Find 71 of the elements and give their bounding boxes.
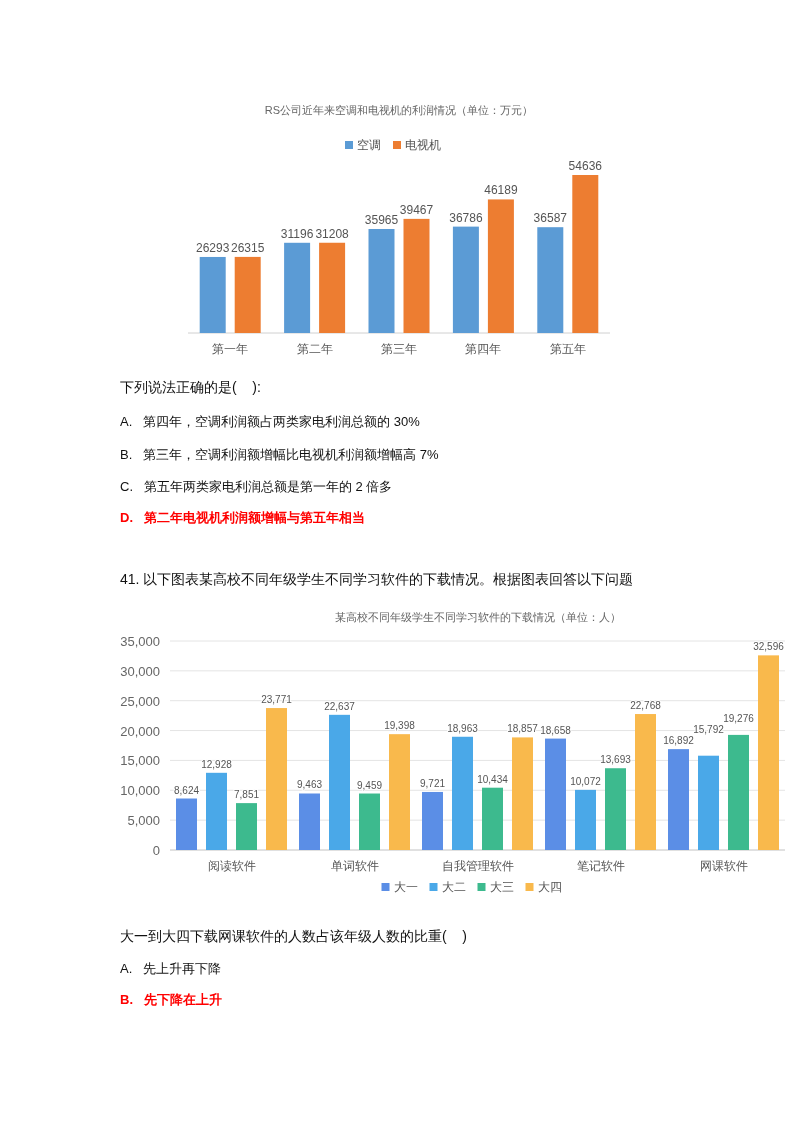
text: A. 第四年，空调利润额占两类家电利润总额的 30%: [120, 414, 421, 429]
x-tick-label: 第四年: [465, 342, 502, 356]
legend-item: 电视机: [393, 138, 441, 152]
data-label: 10,434: [477, 773, 509, 785]
data-label: 23,771: [261, 694, 293, 706]
x-tick-label: 第五年: [549, 342, 586, 356]
legend-label: 大一: [393, 880, 418, 894]
data-label: 46189: [484, 183, 518, 198]
data-label: 8,624: [173, 784, 200, 796]
data-label: 36587: [533, 211, 568, 226]
data-label: 22,768: [630, 700, 662, 712]
data-label: 18,857: [507, 723, 539, 735]
x-tick-label: 笔记软件: [576, 859, 625, 873]
legend-item: 大三: [477, 880, 514, 894]
legend-label: 大三: [489, 880, 514, 894]
text: 大一到大四下载网课软件的人数占该年级人数的比重( ): [120, 928, 467, 944]
y-tick-label: 10,000: [120, 783, 160, 799]
text: C. 第五年两类家电利润总额是第一年的 2 倍多: [120, 479, 393, 494]
x-tick-label: 第二年: [296, 342, 333, 356]
data-label: 26293: [196, 240, 230, 255]
data-label: 31196: [280, 226, 314, 241]
data-label: 9,463: [296, 779, 323, 791]
data-label: 18,658: [540, 724, 572, 736]
data-label: 7,851: [233, 789, 260, 801]
data-label: 12,928: [201, 758, 233, 770]
x-tick-label: 第一年: [212, 342, 249, 356]
y-tick-label: 30,000: [120, 663, 160, 679]
text: 41. 以下图表某高校不同年级学生不同学习软件的下载情况。根据图表回答以下问题: [120, 571, 634, 587]
legend-label: 大四: [537, 880, 562, 894]
data-label: 13,693: [600, 754, 632, 766]
text: A. 先上升再下降: [120, 961, 222, 976]
data-label: 16,892: [663, 735, 695, 747]
y-tick-label: 0: [152, 843, 160, 858]
x-tick-label: 阅读软件: [207, 859, 256, 873]
legend-label: 空调: [357, 138, 381, 152]
data-label: 54636: [568, 159, 603, 173]
data-label: 22,637: [324, 700, 356, 712]
legend-label: 大二: [441, 880, 466, 894]
data-label: 26315: [231, 240, 265, 255]
text: B. 第三年，空调利润额增幅比电视机利润额增幅高 7%: [120, 447, 439, 462]
data-label: 31208: [315, 226, 350, 241]
data-label: 32,596: [753, 641, 785, 653]
data-label: 39467: [399, 202, 434, 217]
legend-label: 电视机: [405, 138, 441, 152]
legend-item: 大一: [381, 880, 418, 894]
text: D. 第二年电视机利润额增幅与第五年相当: [120, 510, 365, 525]
y-tick-label: 20,000: [120, 723, 160, 739]
data-label: 9,721: [419, 777, 446, 789]
y-tick-label: 35,000: [120, 634, 160, 649]
data-label: 18,963: [447, 722, 479, 734]
data-label: 9,459: [356, 779, 383, 791]
x-tick-label: 第三年: [381, 342, 417, 356]
x-tick-label: 单词软件: [330, 859, 379, 873]
legend-item: 大四: [525, 880, 562, 894]
data-label: 10,072: [570, 775, 602, 787]
y-tick-label: 25,000: [120, 693, 160, 709]
x-tick-label: 自我管理软件: [441, 859, 514, 873]
chart-title: 某高校不同年级学生不同学习软件的下载情况（单位：人）: [334, 611, 621, 623]
y-tick-label: 5,000: [127, 813, 160, 829]
legend-item: 空调: [345, 138, 381, 152]
data-label: 35965: [364, 212, 399, 227]
data-label: 15,792: [693, 724, 725, 736]
text: 下列说法正确的是( ):: [120, 379, 261, 395]
y-tick-label: 15,000: [120, 753, 160, 769]
data-label: 19,276: [723, 713, 755, 725]
legend-item: 大二: [429, 880, 466, 894]
chart-title: RS公司近年来空调和电视机的利润情况（单位：万元）: [264, 104, 534, 116]
data-label: 36786: [449, 210, 483, 225]
text: B. 先下降在上升: [120, 992, 222, 1007]
data-label: 19,398: [384, 720, 416, 732]
x-tick-label: 网课软件: [699, 859, 748, 873]
